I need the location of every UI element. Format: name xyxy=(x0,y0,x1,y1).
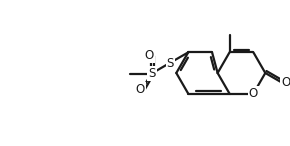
Text: O: O xyxy=(136,83,145,96)
Text: O: O xyxy=(281,77,290,89)
Text: S: S xyxy=(148,67,156,80)
Text: O: O xyxy=(145,49,154,62)
Text: S: S xyxy=(167,57,174,70)
Text: O: O xyxy=(249,87,258,100)
